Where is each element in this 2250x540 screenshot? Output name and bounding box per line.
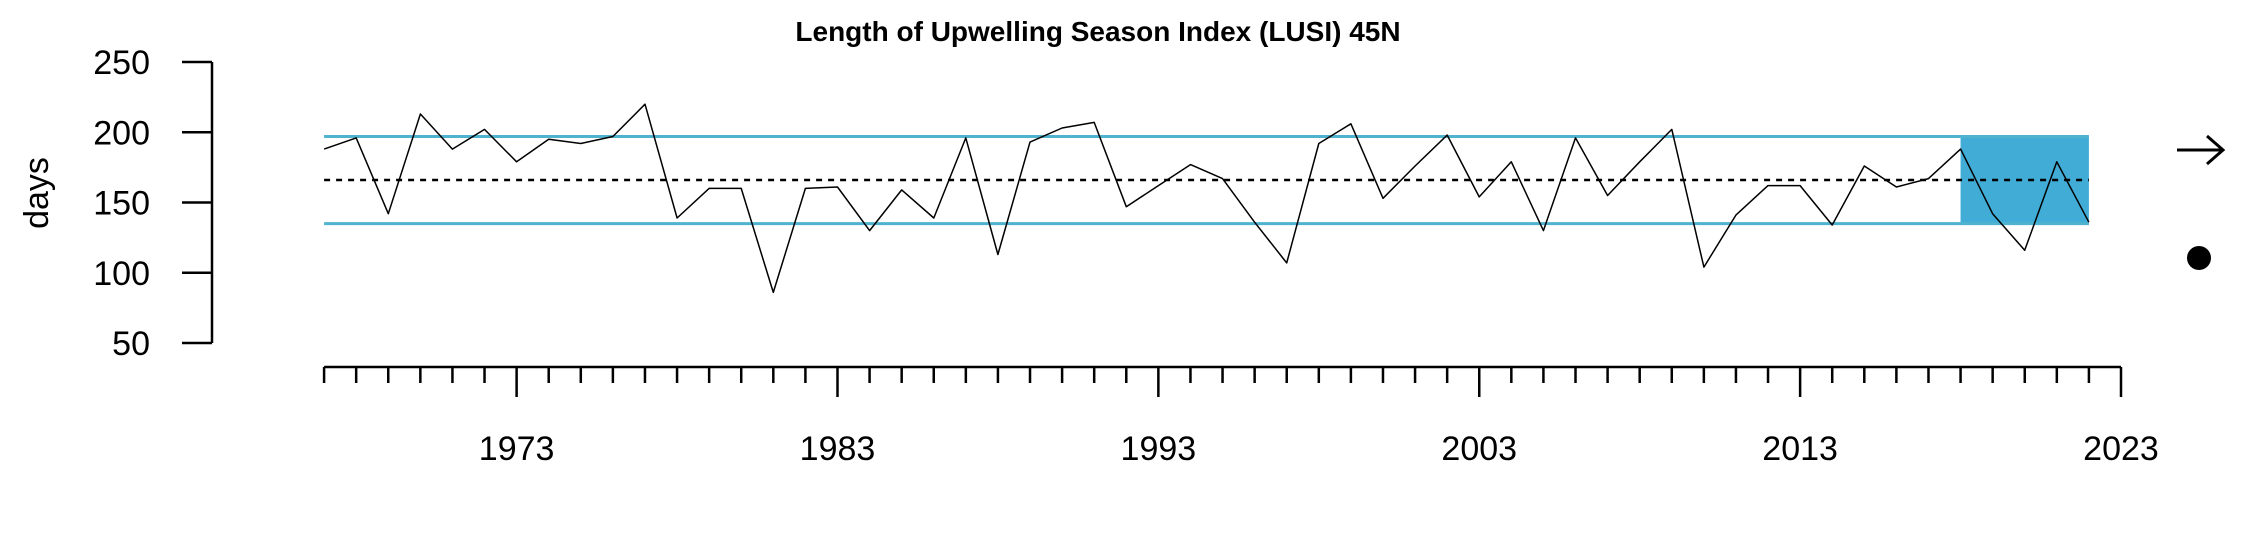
series-layer — [323, 103, 2090, 294]
series-line-0 — [323, 103, 2090, 294]
y-tick-label: 200 — [93, 114, 150, 152]
x-tick-label: 2023 — [2083, 430, 2159, 468]
right-arrow-icon — [2177, 134, 2226, 166]
y-tick-label: 150 — [93, 185, 150, 223]
y-tick-label: 100 — [93, 255, 150, 293]
y-tick-label: 250 — [93, 44, 150, 82]
x-tick-label: 2013 — [1762, 430, 1838, 468]
y-axis: 50 100 150 200 250 — [93, 44, 214, 363]
x-axis: 1973 1983 1993 2003 2013 2023 — [322, 365, 2159, 468]
filled-circle-icon — [2187, 246, 2211, 270]
y-tick-label: 50 — [112, 325, 150, 363]
y-axis-label: days — [18, 157, 56, 229]
reference-lines — [324, 134, 2089, 226]
side-symbols — [2177, 134, 2226, 270]
x-tick-label: 2003 — [1441, 430, 1517, 468]
x-tick-label: 1983 — [800, 430, 876, 468]
x-tick-label: 1993 — [1121, 430, 1197, 468]
chart-title: Length of Upwelling Season Index (LUSI) … — [795, 16, 1400, 47]
x-tick-label: 1973 — [479, 430, 555, 468]
